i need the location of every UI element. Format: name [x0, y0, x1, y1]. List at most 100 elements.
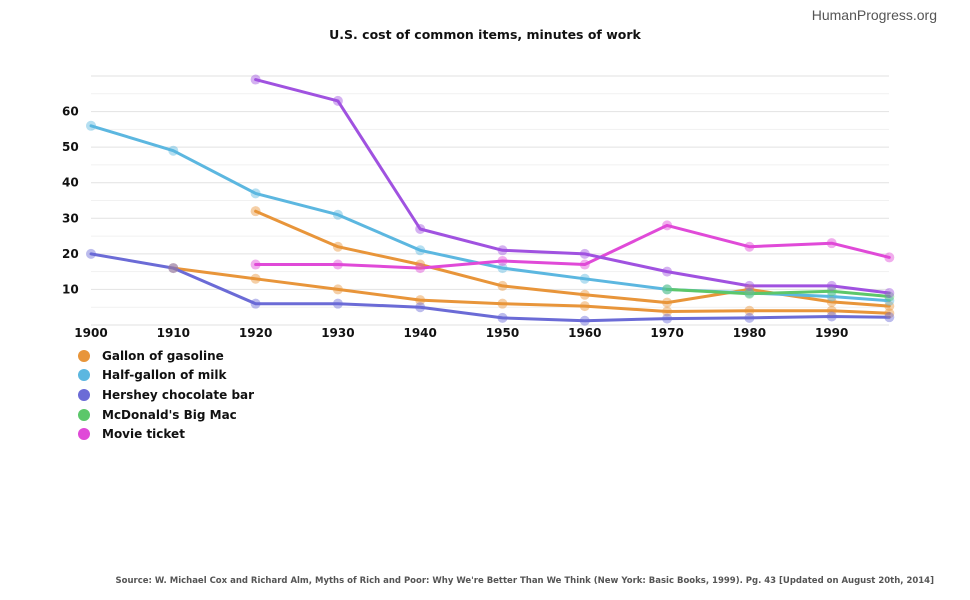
x-tick-label: 1920: [239, 326, 272, 340]
legend-label: McDonald's Big Mac: [102, 407, 237, 422]
data-point: [497, 255, 508, 266]
data-point: [415, 245, 426, 256]
data-point: [168, 263, 179, 274]
series-points: [86, 74, 895, 326]
data-point: [744, 288, 755, 299]
data-point: [744, 312, 755, 323]
x-tick-label: 1960: [568, 326, 601, 340]
data-point: [826, 311, 837, 322]
data-point: [332, 284, 343, 295]
legend-item: Gallon of gasoline: [78, 346, 254, 366]
legend-item: Movie ticket: [78, 424, 254, 444]
legend-item: Half-gallon of milk: [78, 366, 254, 386]
data-point: [579, 301, 590, 312]
legend-swatch: [78, 349, 90, 362]
data-point: [168, 145, 179, 156]
data-point: [884, 308, 895, 319]
series-line: [89, 252, 891, 323]
data-point: [662, 266, 673, 277]
data-point: [250, 273, 261, 284]
data-point: [579, 248, 590, 259]
data-point: [497, 263, 508, 274]
data-point: [415, 223, 426, 234]
data-point: [497, 298, 508, 309]
legend-item: McDonald's Big Mac: [78, 405, 254, 425]
x-tick-label: 1910: [157, 326, 190, 340]
data-point: [744, 284, 755, 295]
data-point: [250, 259, 261, 270]
series-line: [89, 124, 891, 303]
data-point: [662, 284, 673, 295]
data-point: [744, 280, 755, 291]
data-point: [332, 241, 343, 252]
x-tick-label: 1990: [815, 326, 848, 340]
data-point: [662, 306, 673, 317]
legend-swatch: [78, 369, 90, 382]
legend: Gallon of gasoline Half-gallon of milk Her…: [78, 346, 254, 444]
series-line: [171, 266, 891, 315]
chart-title: U.S. cost of common items, minutes of wo…: [329, 27, 641, 42]
y-tick-label: 10: [62, 282, 79, 296]
legend-label: Movie ticket: [102, 427, 185, 442]
data-point: [86, 120, 96, 131]
series-line: [254, 78, 891, 295]
x-tick-label: 1930: [321, 326, 354, 340]
data-point: [497, 245, 508, 256]
x-tick-label: 1980: [733, 326, 766, 340]
data-point: [497, 312, 508, 323]
data-point: [662, 284, 673, 295]
data-point: [579, 315, 590, 326]
legend-item: Hershey chocolate bar: [78, 385, 254, 405]
series-line: [665, 287, 891, 298]
data-point: [826, 280, 837, 291]
legend-swatch: [78, 388, 90, 401]
data-point: [250, 188, 261, 199]
data-point: [332, 95, 343, 106]
y-tick-label: 30: [62, 211, 79, 225]
data-point: [332, 259, 343, 270]
y-tick-label: 50: [62, 140, 79, 154]
data-point: [579, 273, 590, 284]
data-point: [497, 280, 508, 291]
data-point: [415, 259, 426, 270]
y-tick-label: 60: [62, 105, 79, 119]
gridlines: [91, 75, 889, 326]
data-point: [884, 301, 895, 312]
data-point: [662, 297, 673, 308]
data-point: [415, 302, 426, 313]
data-point: [744, 287, 755, 298]
x-tick-label: 1950: [486, 326, 519, 340]
series-line: [254, 223, 891, 270]
data-point: [744, 241, 755, 252]
legend-label: Hershey chocolate bar: [102, 387, 255, 402]
x-tick-label: 1900: [74, 326, 107, 340]
data-point: [662, 220, 673, 231]
series-line: [254, 209, 891, 308]
data-point: [250, 206, 261, 217]
data-point: [86, 248, 96, 259]
source-note: Source: W. Michael Cox and Richard Alm, …: [115, 576, 935, 586]
legend-swatch: [78, 428, 90, 441]
data-point: [250, 298, 261, 309]
data-point: [884, 295, 895, 306]
data-point: [826, 286, 837, 297]
brand-label: HumanProgress.org: [811, 7, 937, 23]
legend-label: Half-gallon of milk: [102, 368, 227, 383]
y-tick-label: 20: [62, 247, 79, 261]
data-point: [415, 263, 426, 274]
data-point: [332, 298, 343, 309]
data-point: [884, 252, 895, 263]
data-point: [826, 305, 837, 316]
data-point: [250, 74, 261, 85]
legend-label: Gallon of gasoline: [102, 348, 224, 363]
data-point: [884, 291, 895, 302]
data-point: [579, 259, 590, 270]
x-tick-label: 1970: [650, 326, 683, 340]
data-point: [826, 296, 837, 307]
series-lines: [89, 78, 891, 323]
data-point: [415, 295, 426, 306]
data-point: [332, 209, 343, 220]
y-tick-label: 40: [62, 176, 79, 190]
data-point: [662, 313, 673, 324]
